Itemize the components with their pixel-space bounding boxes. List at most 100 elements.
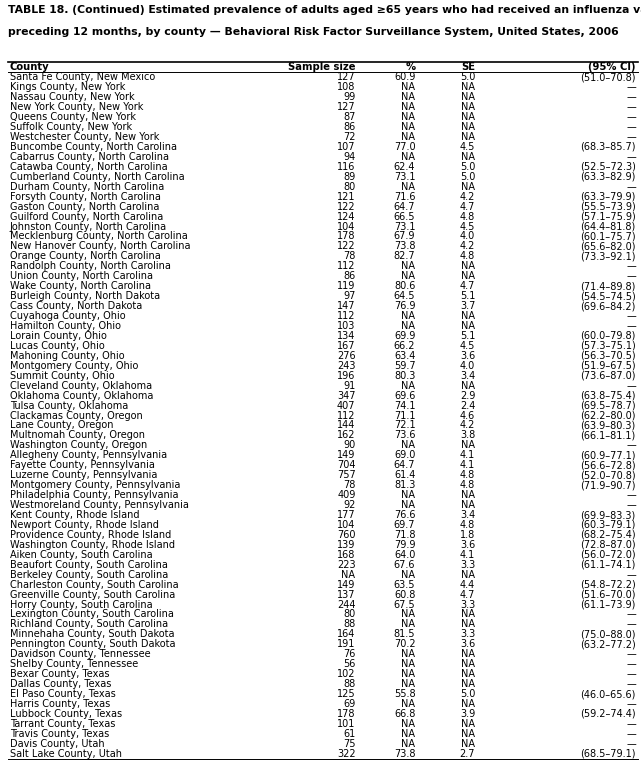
Text: 5.0: 5.0 bbox=[460, 162, 475, 172]
Text: 137: 137 bbox=[337, 590, 356, 600]
Text: 139: 139 bbox=[337, 540, 356, 550]
Text: Davidson County, Tennessee: Davidson County, Tennessee bbox=[10, 649, 150, 659]
Text: 99: 99 bbox=[343, 92, 356, 102]
Text: 149: 149 bbox=[337, 580, 356, 590]
Text: 80.3: 80.3 bbox=[394, 371, 415, 380]
Text: NA: NA bbox=[401, 490, 415, 500]
Text: 121: 121 bbox=[337, 192, 356, 202]
Text: Lorain County, Ohio: Lorain County, Ohio bbox=[10, 331, 106, 341]
Text: 87: 87 bbox=[343, 112, 356, 122]
Text: 244: 244 bbox=[337, 600, 356, 610]
Text: Durham County, North Carolina: Durham County, North Carolina bbox=[10, 182, 164, 192]
Text: Tarrant County, Texas: Tarrant County, Texas bbox=[10, 719, 115, 729]
Text: Union County, North Carolina: Union County, North Carolina bbox=[10, 271, 153, 282]
Text: 80.6: 80.6 bbox=[394, 282, 415, 291]
Text: (60.9–77.1): (60.9–77.1) bbox=[580, 451, 636, 460]
Text: 122: 122 bbox=[337, 241, 356, 251]
Text: 167: 167 bbox=[337, 341, 356, 351]
Text: 3.6: 3.6 bbox=[460, 351, 475, 361]
Text: NA: NA bbox=[401, 699, 415, 709]
Text: NA: NA bbox=[461, 649, 475, 659]
Text: 2.7: 2.7 bbox=[460, 749, 475, 759]
Text: —: — bbox=[626, 132, 636, 142]
Text: 168: 168 bbox=[337, 549, 356, 560]
Text: Tulsa County, Oklahoma: Tulsa County, Oklahoma bbox=[10, 400, 128, 411]
Text: NA: NA bbox=[461, 311, 475, 321]
Text: NA: NA bbox=[401, 321, 415, 331]
Text: Newport County, Rhode Island: Newport County, Rhode Island bbox=[10, 520, 158, 530]
Text: 3.4: 3.4 bbox=[460, 371, 475, 380]
Text: (72.8–87.0): (72.8–87.0) bbox=[580, 540, 636, 550]
Text: 69: 69 bbox=[343, 699, 356, 709]
Text: 112: 112 bbox=[337, 311, 356, 321]
Text: 67.9: 67.9 bbox=[394, 231, 415, 241]
Text: 69.7: 69.7 bbox=[394, 520, 415, 530]
Text: —: — bbox=[626, 719, 636, 729]
Text: (73.6–87.0): (73.6–87.0) bbox=[580, 371, 636, 380]
Text: Pennington County, South Dakota: Pennington County, South Dakota bbox=[10, 639, 175, 649]
Text: (59.2–74.4): (59.2–74.4) bbox=[580, 709, 636, 719]
Text: (66.1–81.1): (66.1–81.1) bbox=[581, 431, 636, 441]
Text: 162: 162 bbox=[337, 431, 356, 441]
Text: 74.1: 74.1 bbox=[394, 400, 415, 411]
Text: Lucas County, Ohio: Lucas County, Ohio bbox=[10, 341, 104, 351]
Text: Santa Fe County, New Mexico: Santa Fe County, New Mexico bbox=[10, 72, 155, 82]
Text: 76.9: 76.9 bbox=[394, 301, 415, 311]
Text: Johnston County, North Carolina: Johnston County, North Carolina bbox=[10, 221, 167, 231]
Text: Lubbock County, Texas: Lubbock County, Texas bbox=[10, 709, 122, 719]
Text: TABLE 18. (Continued) Estimated prevalence of adults aged ≥65 years who had rece: TABLE 18. (Continued) Estimated prevalen… bbox=[8, 5, 641, 15]
Text: 73.1: 73.1 bbox=[394, 221, 415, 231]
Text: 75: 75 bbox=[343, 739, 356, 749]
Text: NA: NA bbox=[401, 669, 415, 679]
Text: SE: SE bbox=[461, 62, 475, 72]
Text: NA: NA bbox=[401, 311, 415, 321]
Text: NA: NA bbox=[401, 271, 415, 282]
Text: 144: 144 bbox=[337, 421, 356, 431]
Text: 125: 125 bbox=[337, 689, 356, 699]
Text: (57.3–75.1): (57.3–75.1) bbox=[580, 341, 636, 351]
Text: 2.4: 2.4 bbox=[460, 400, 475, 411]
Text: NA: NA bbox=[461, 669, 475, 679]
Text: Burleigh County, North Dakota: Burleigh County, North Dakota bbox=[10, 291, 160, 301]
Text: 97: 97 bbox=[343, 291, 356, 301]
Text: —: — bbox=[626, 619, 636, 629]
Text: 104: 104 bbox=[337, 221, 356, 231]
Text: Orange County, North Carolina: Orange County, North Carolina bbox=[10, 251, 160, 261]
Text: (60.1–75.7): (60.1–75.7) bbox=[580, 231, 636, 241]
Text: 55.8: 55.8 bbox=[394, 689, 415, 699]
Text: 64.7: 64.7 bbox=[394, 202, 415, 212]
Text: 81.5: 81.5 bbox=[394, 629, 415, 639]
Text: 77.0: 77.0 bbox=[394, 142, 415, 152]
Text: Buncombe County, North Carolina: Buncombe County, North Carolina bbox=[10, 142, 177, 152]
Text: El Paso County, Texas: El Paso County, Texas bbox=[10, 689, 115, 699]
Text: 79.9: 79.9 bbox=[394, 540, 415, 550]
Text: Luzerne County, Pennsylvania: Luzerne County, Pennsylvania bbox=[10, 470, 157, 480]
Text: NA: NA bbox=[461, 610, 475, 619]
Text: NA: NA bbox=[461, 619, 475, 629]
Text: (63.3–79.9): (63.3–79.9) bbox=[581, 192, 636, 202]
Text: NA: NA bbox=[461, 719, 475, 729]
Text: NA: NA bbox=[461, 182, 475, 192]
Text: Clackamas County, Oregon: Clackamas County, Oregon bbox=[10, 410, 142, 421]
Text: —: — bbox=[626, 739, 636, 749]
Text: NA: NA bbox=[401, 729, 415, 739]
Text: 276: 276 bbox=[337, 351, 356, 361]
Text: Montgomery County, Pennsylvania: Montgomery County, Pennsylvania bbox=[10, 480, 180, 490]
Text: NA: NA bbox=[342, 570, 356, 580]
Text: NA: NA bbox=[401, 92, 415, 102]
Text: —: — bbox=[626, 261, 636, 272]
Text: Oklahoma County, Oklahoma: Oklahoma County, Oklahoma bbox=[10, 390, 153, 400]
Text: (75.0–88.0): (75.0–88.0) bbox=[580, 629, 636, 639]
Text: (54.5–74.5): (54.5–74.5) bbox=[580, 291, 636, 301]
Text: Sample size: Sample size bbox=[288, 62, 356, 72]
Text: NA: NA bbox=[401, 610, 415, 619]
Text: 104: 104 bbox=[337, 520, 356, 530]
Text: Harris County, Texas: Harris County, Texas bbox=[10, 699, 110, 709]
Text: %: % bbox=[405, 62, 415, 72]
Text: —: — bbox=[626, 102, 636, 112]
Text: Lane County, Oregon: Lane County, Oregon bbox=[10, 421, 113, 431]
Text: Salt Lake County, Utah: Salt Lake County, Utah bbox=[10, 749, 122, 759]
Text: Travis County, Texas: Travis County, Texas bbox=[10, 729, 109, 739]
Text: 71.6: 71.6 bbox=[394, 192, 415, 202]
Text: 757: 757 bbox=[337, 470, 356, 480]
